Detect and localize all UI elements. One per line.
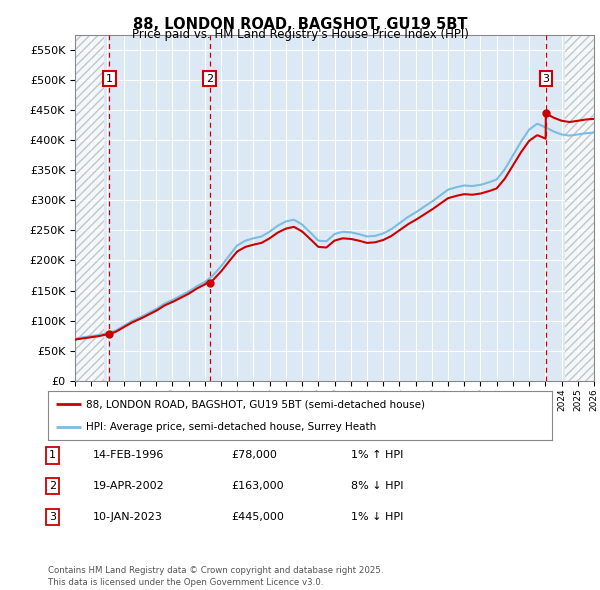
Text: 10-JAN-2023: 10-JAN-2023 [93, 512, 163, 522]
Text: 1% ↑ HPI: 1% ↑ HPI [351, 451, 403, 460]
Text: 2: 2 [206, 74, 213, 84]
Text: 1: 1 [106, 74, 113, 84]
Text: 1: 1 [49, 451, 56, 460]
Text: 14-FEB-1996: 14-FEB-1996 [93, 451, 164, 460]
Text: £445,000: £445,000 [231, 512, 284, 522]
Text: £163,000: £163,000 [231, 481, 284, 491]
Text: 88, LONDON ROAD, BAGSHOT, GU19 5BT: 88, LONDON ROAD, BAGSHOT, GU19 5BT [133, 17, 467, 31]
Text: 19-APR-2002: 19-APR-2002 [93, 481, 165, 491]
Text: £78,000: £78,000 [231, 451, 277, 460]
Text: 3: 3 [542, 74, 550, 84]
Text: HPI: Average price, semi-detached house, Surrey Heath: HPI: Average price, semi-detached house,… [86, 422, 376, 432]
Text: 88, LONDON ROAD, BAGSHOT, GU19 5BT (semi-detached house): 88, LONDON ROAD, BAGSHOT, GU19 5BT (semi… [86, 399, 425, 409]
Bar [75, 35, 104, 381]
Text: Price paid vs. HM Land Registry's House Price Index (HPI): Price paid vs. HM Land Registry's House … [131, 28, 469, 41]
Text: 3: 3 [49, 512, 56, 522]
Bar [565, 35, 594, 381]
Text: Contains HM Land Registry data © Crown copyright and database right 2025.
This d: Contains HM Land Registry data © Crown c… [48, 566, 383, 587]
Text: 2: 2 [49, 481, 56, 491]
Text: 8% ↓ HPI: 8% ↓ HPI [351, 481, 404, 491]
Text: 1% ↓ HPI: 1% ↓ HPI [351, 512, 403, 522]
